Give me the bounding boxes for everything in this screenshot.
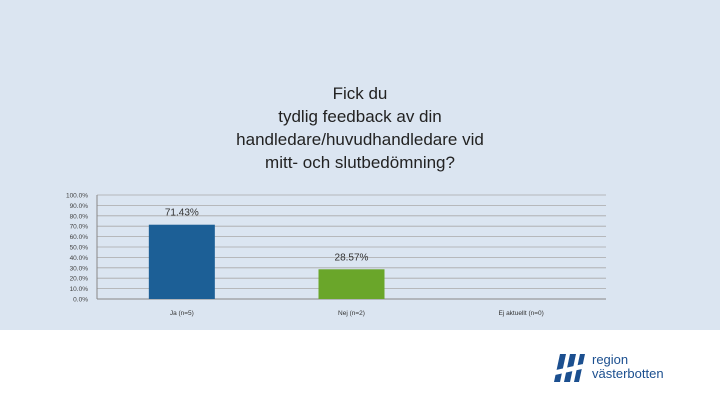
y-tick-label: 60.0% bbox=[70, 234, 89, 241]
chart-title-line-4: mitt- och slutbedömning? bbox=[265, 153, 455, 172]
y-tick-label: 70.0% bbox=[70, 224, 89, 231]
chart-title-line-2: tydlig feedback av din bbox=[278, 107, 442, 126]
bar bbox=[318, 269, 385, 299]
y-tick-label: 80.0% bbox=[70, 213, 89, 220]
y-tick-label: 30.0% bbox=[70, 265, 89, 272]
chart-title-line-1: Fick du bbox=[332, 84, 388, 103]
bar bbox=[148, 224, 215, 299]
logo-text: region västerbotten bbox=[592, 353, 664, 381]
chart-panel: Fick du tydlig feedback av din handledar… bbox=[0, 0, 720, 330]
data-label: 71.43% bbox=[165, 208, 199, 219]
bar-chart: 0.0% 10.0% 20.0% 30.0% 40.0% 50.0% 60.0% 70.0% 8… bbox=[66, 193, 606, 317]
region-vasterbotten-logo: region västerbotten bbox=[552, 352, 702, 386]
logo-line-1: region bbox=[592, 352, 629, 367]
logo-line-2: västerbotten bbox=[592, 366, 664, 381]
x-tick-label: Nej (n=2) bbox=[338, 310, 365, 317]
y-tick-label: 0.0% bbox=[73, 297, 88, 304]
x-tick-label: Ej aktuellt (n=0) bbox=[498, 310, 543, 317]
chart-title-line-3: handledare/huvudhandledare vid bbox=[236, 130, 484, 149]
data-label: 28.57% bbox=[335, 252, 369, 263]
x-tick-label: Ja (n=5) bbox=[170, 310, 194, 317]
y-tick-label: 10.0% bbox=[70, 286, 89, 293]
y-tick-label: 50.0% bbox=[70, 245, 89, 252]
y-tick-label: 20.0% bbox=[70, 276, 89, 283]
y-tick-label: 100.0% bbox=[66, 193, 88, 200]
y-tick-label: 40.0% bbox=[70, 255, 89, 262]
logo-mark-icon bbox=[554, 354, 585, 382]
y-tick-label: 90.0% bbox=[70, 203, 89, 210]
chart-title: Fick du tydlig feedback av din handledar… bbox=[140, 82, 580, 174]
